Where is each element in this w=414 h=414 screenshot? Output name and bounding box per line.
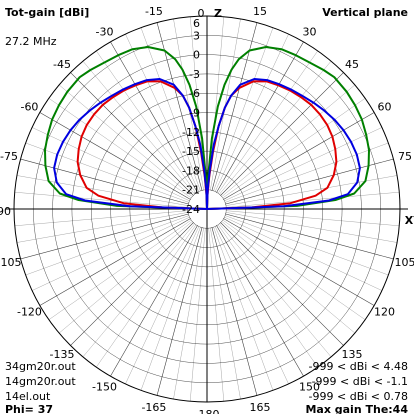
angle-label: 30 (303, 25, 317, 38)
legend-range-green: -999 < dBi < 4.48 (309, 360, 408, 373)
legend-name-blue: 14el.out (5, 390, 51, 403)
radial-label: -24 (182, 203, 200, 216)
radial-label: -12 (182, 126, 200, 139)
angle-label: 165 (250, 401, 271, 414)
legend-name-red: 14gm20r.out (5, 375, 76, 388)
angle-label: -75 (0, 150, 18, 163)
series-line-blue-right (206, 78, 361, 210)
angle-label: 45 (345, 58, 359, 71)
legend-name-green: 34gm20r.out (5, 360, 76, 373)
phi-label: Phi= 37 (5, 403, 53, 414)
angle-label: -150 (92, 381, 117, 394)
tick-labels: Z1530456075XY105120135150165-180-165-150… (0, 5, 414, 414)
legend-range-blue: -999 < dBi < 0.78 (309, 390, 408, 403)
angle-label: -45 (53, 58, 71, 71)
angle-label: -180 (195, 408, 220, 414)
series-line-green-left (44, 46, 208, 210)
angle-label: -135 (50, 348, 75, 361)
frequency-label: 27.2 MHz (5, 35, 57, 48)
angle-label: XY (405, 214, 414, 227)
angle-label: -90 (0, 205, 11, 218)
radial-label: -3 (189, 68, 200, 81)
angle-label: 60 (378, 101, 392, 114)
angle-label: -120 (17, 306, 42, 319)
max-gain-label: Max gain The:44 (305, 403, 408, 414)
angle-label: 75 (398, 150, 412, 163)
radial-label: 3 (193, 29, 200, 42)
angle-label: -165 (141, 401, 166, 414)
angle-label: -15 (145, 5, 163, 18)
angle-label: -105 (0, 256, 21, 269)
radial-label: -18 (182, 164, 200, 177)
radial-label: -9 (189, 107, 200, 120)
radial-label: -6 (189, 87, 200, 100)
angle-label: 135 (341, 348, 362, 361)
radial-label: 6 (193, 17, 200, 30)
angle-label: 0 (198, 7, 205, 20)
angle-label: -30 (96, 25, 114, 38)
series-line-green-right (206, 46, 370, 210)
angle-label: 105 (395, 256, 414, 269)
angle-label: Z (214, 7, 222, 20)
legend-range-red: -999 < dBi < -1.1 (312, 375, 408, 388)
angle-label: -60 (20, 101, 38, 114)
radial-label: -15 (182, 145, 200, 158)
angle-label: 15 (253, 5, 267, 18)
series-curves (44, 46, 370, 210)
series-line-blue-left (53, 78, 208, 210)
quantity-title: Tot-gain [dBi] (5, 6, 89, 19)
plane-title: Vertical plane (322, 6, 408, 19)
radial-label: -21 (182, 184, 200, 197)
angle-label: 150 (299, 381, 320, 394)
radial-label: 0 (193, 49, 200, 62)
angle-label: 120 (374, 306, 395, 319)
